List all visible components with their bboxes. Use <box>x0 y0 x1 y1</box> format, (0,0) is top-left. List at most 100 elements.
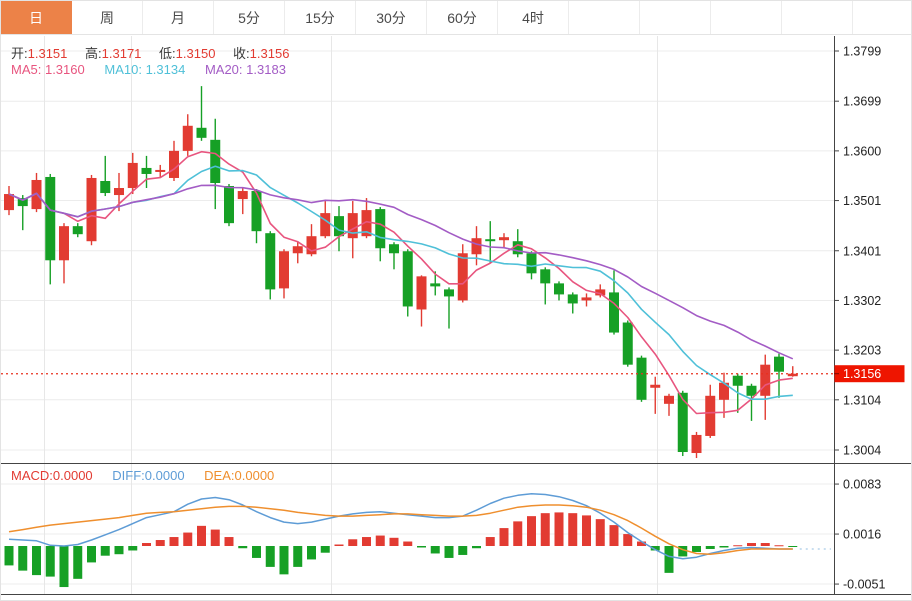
candle-body <box>402 251 413 307</box>
candle-body <box>719 382 729 400</box>
candle-body <box>746 385 757 396</box>
macd-histogram-bar <box>32 546 41 576</box>
macd-histogram-bar <box>650 546 660 551</box>
macd-histogram-bar <box>692 546 701 552</box>
macd-histogram-bar <box>747 543 756 546</box>
macd-histogram-bar <box>664 546 674 573</box>
price-tick-label: 1.3799 <box>843 45 881 59</box>
macd-histogram-bar <box>582 515 591 546</box>
tab-monthly[interactable]: 月 <box>143 1 214 34</box>
macd-histogram-bar <box>499 528 509 546</box>
macd-histogram-bar <box>362 537 371 546</box>
tab-slot-empty <box>782 1 853 34</box>
candle-body <box>526 253 537 274</box>
macd-histogram-bar <box>444 546 454 558</box>
price-tick-label: 1.3104 <box>843 393 881 407</box>
macd-histogram-bar <box>128 546 138 551</box>
candle-body <box>141 167 152 174</box>
ma20-line <box>8 184 794 360</box>
macd-histogram-bar <box>705 546 715 549</box>
candle-body <box>210 139 221 183</box>
candle-body <box>86 177 97 242</box>
macd-histogram-bar <box>595 519 605 546</box>
tab-60min[interactable]: 60分 <box>427 1 498 34</box>
candle-body <box>251 191 262 232</box>
macd-histogram-bar <box>73 546 83 579</box>
price-tick-label: 1.3004 <box>843 444 881 458</box>
candle-body <box>691 434 702 454</box>
tab-30min[interactable]: 30分 <box>356 1 427 34</box>
candle-body <box>320 213 331 237</box>
candle-body <box>499 237 509 241</box>
macd-histogram-bar <box>100 546 110 556</box>
macd-histogram-bar <box>637 541 646 546</box>
ma10-line <box>8 165 793 401</box>
candle-body <box>609 292 619 333</box>
price-tick-label: 1.3401 <box>843 244 881 258</box>
macd-histogram-bar <box>458 546 468 555</box>
tab-15min[interactable]: 15分 <box>285 1 356 34</box>
price-tick-label: 1.3699 <box>843 95 881 109</box>
macd-histogram-bar <box>678 546 688 557</box>
macd-histogram-bar <box>4 546 14 566</box>
candle-body <box>650 384 661 388</box>
candle-body <box>224 186 234 224</box>
macd-histogram-bar <box>403 541 413 546</box>
macd-histogram-bar <box>238 546 248 549</box>
candle-body <box>581 297 592 301</box>
candle-body <box>512 241 523 255</box>
candle-body <box>306 236 317 255</box>
tab-5min[interactable]: 5分 <box>214 1 285 34</box>
macd-histogram-bar <box>114 546 124 555</box>
macd-histogram-bar <box>18 546 28 571</box>
macd-tick-label: -0.0051 <box>843 578 885 592</box>
macd-histogram-bar <box>623 534 633 546</box>
tab-4hour[interactable]: 4时 <box>498 1 569 34</box>
macd-histogram-bar <box>45 546 55 577</box>
macd-histogram-bar <box>265 546 275 567</box>
candle-body <box>540 269 551 284</box>
macd-histogram-bar <box>197 525 206 546</box>
candle-body <box>279 251 289 289</box>
candle-body <box>705 395 716 436</box>
candle-body <box>155 169 166 172</box>
tab-weekly[interactable]: 周 <box>72 1 143 34</box>
candle-body <box>292 246 303 254</box>
candle-body <box>664 395 674 404</box>
candle-body <box>169 150 179 178</box>
macd-histogram-bar <box>59 546 69 588</box>
candle-body <box>182 125 193 151</box>
macd-histogram-bar <box>788 546 798 547</box>
macd-histogram-bar <box>417 546 426 548</box>
macd-histogram-bar <box>609 525 619 546</box>
macd-histogram-bar <box>733 545 743 547</box>
macd-histogram-bar <box>183 532 193 546</box>
candle-body <box>389 244 399 254</box>
macd-histogram-bar <box>389 537 399 546</box>
macd-histogram-bar <box>320 546 330 553</box>
price-tick-label: 1.3600 <box>843 144 881 158</box>
macd-tick-label: 0.0016 <box>843 528 881 542</box>
macd-tick-label: 0.0083 <box>843 478 881 492</box>
candle-body <box>265 233 276 290</box>
candle-body <box>45 176 56 261</box>
current-price-label: 1.3156 <box>843 367 881 381</box>
macd-histogram-bar <box>155 540 165 546</box>
tab-slot-empty <box>711 1 782 34</box>
candle-body <box>100 180 111 194</box>
timeframe-tabbar: 日 周 月 5分 15分 30分 60分 4时 <box>1 1 911 35</box>
candle-body <box>237 191 248 200</box>
candle-body <box>444 289 454 297</box>
tab-daily[interactable]: 日 <box>1 1 72 34</box>
macd-histogram-bar <box>210 529 220 546</box>
macd-histogram-bar <box>719 546 729 548</box>
candle-body <box>17 198 28 207</box>
macd-histogram-bar <box>293 546 303 567</box>
current-price-badge <box>834 365 905 383</box>
macd-histogram-bar <box>307 546 316 560</box>
candle-body <box>760 364 771 396</box>
macd-histogram-bar <box>430 546 440 554</box>
candle-body <box>554 283 564 295</box>
